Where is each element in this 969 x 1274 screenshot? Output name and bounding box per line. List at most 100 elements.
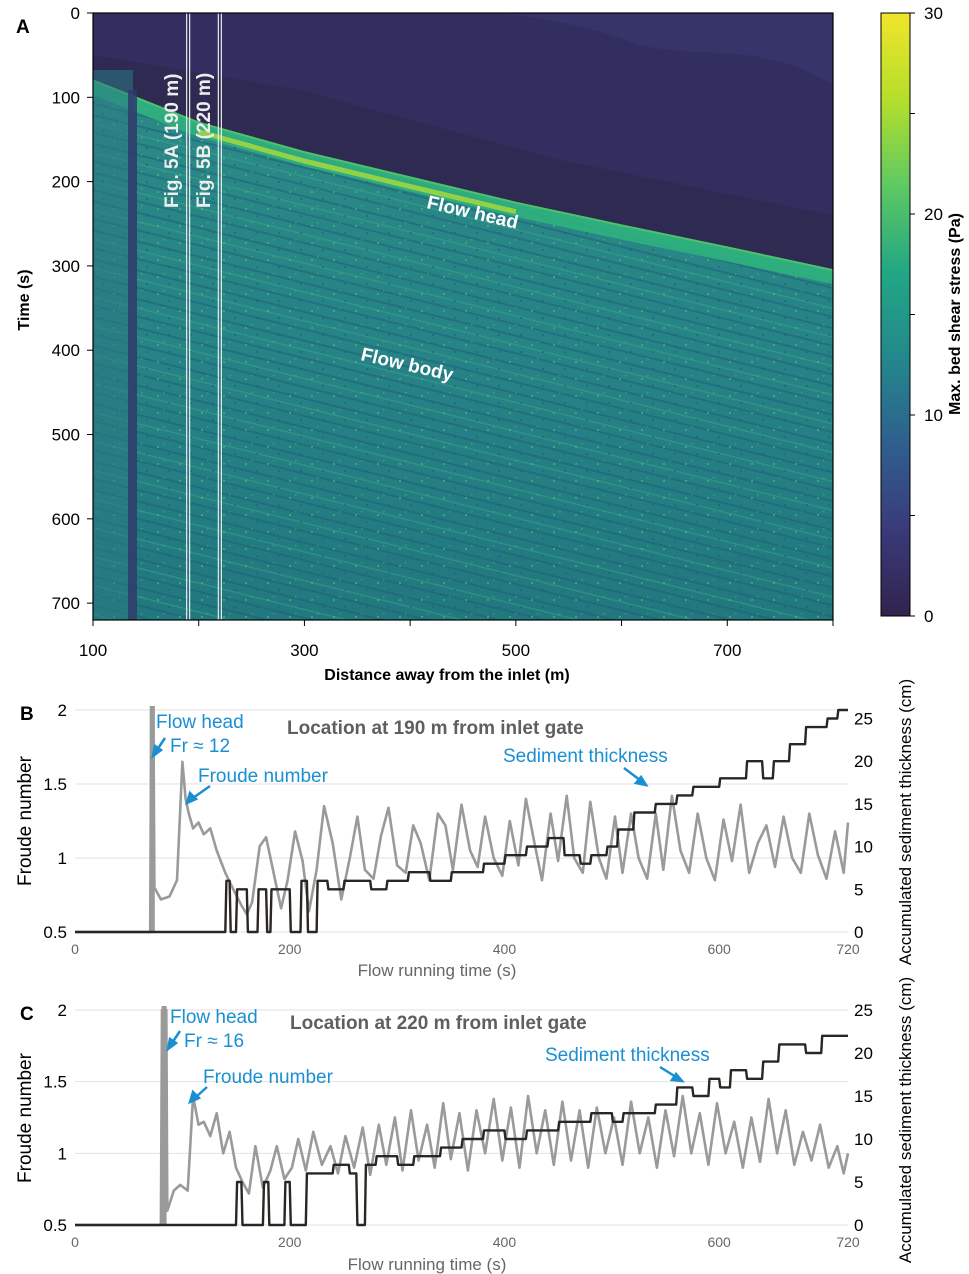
panel-a: A Fig. 5A (190 m) Fig. 5B (220 m) Flow he… bbox=[16, 4, 964, 684]
y-tick-label-a: 500 bbox=[52, 426, 80, 445]
x-tick-label-b: 200 bbox=[278, 941, 302, 957]
x-tick-label-a: 100 bbox=[79, 641, 107, 660]
flow-body-speckle bbox=[93, 80, 833, 620]
annotation-c-fr: Fr ≈ 16 bbox=[184, 1031, 244, 1052]
x-tick-label-b: 0 bbox=[71, 941, 79, 957]
right-tick-label-c: 15 bbox=[854, 1087, 873, 1106]
panel-label-a: A bbox=[16, 17, 30, 38]
panel-b-title: Location at 190 m from inlet gate bbox=[287, 718, 584, 739]
sediment-thickness-line-b bbox=[75, 708, 848, 934]
inlet-dark-column bbox=[128, 90, 137, 620]
right-tick-label-c: 25 bbox=[854, 1001, 873, 1020]
panel-c-title: Location at 220 m from inlet gate bbox=[290, 1013, 587, 1034]
right-tick-label-b: 10 bbox=[854, 838, 873, 857]
colorbar-tick-label: 0 bbox=[924, 607, 933, 626]
y-axis-label-c: Froude number bbox=[15, 1052, 36, 1183]
annotation-b-sediment-thickness: Sediment thickness bbox=[503, 746, 668, 767]
y-tick-label-a: 400 bbox=[52, 341, 80, 360]
froude-number-line-c bbox=[75, 1008, 850, 1227]
flow-head-spike-b bbox=[149, 706, 155, 932]
right-axis-label-c: Accumulated sediment thickness (cm) bbox=[896, 977, 915, 1263]
panel-c-series bbox=[75, 1006, 850, 1227]
colorbar bbox=[880, 12, 911, 617]
colorbar-tick-label: 20 bbox=[924, 205, 943, 224]
x-tick-label-b: 600 bbox=[707, 941, 731, 957]
y-tick-label-a: 100 bbox=[52, 88, 80, 107]
y-tick-label-b: 1 bbox=[58, 849, 67, 868]
froude-number-line-b bbox=[75, 708, 850, 934]
y-tick-label-c: 1.5 bbox=[43, 1073, 67, 1092]
x-axis-label-a: Distance away from the inlet (m) bbox=[324, 667, 569, 684]
x-tick-label-c: 600 bbox=[707, 1234, 731, 1250]
panel-label-c: C bbox=[20, 1004, 34, 1025]
right-tick-label-c: 5 bbox=[854, 1173, 863, 1192]
x-tick-label-a: 300 bbox=[290, 641, 318, 660]
right-tick-label-c: 0 bbox=[854, 1216, 863, 1235]
heatmap-plot: Fig. 5A (190 m) Fig. 5B (220 m) bbox=[93, 13, 833, 620]
right-tick-label-b: 15 bbox=[854, 795, 873, 814]
right-tick-label-b: 20 bbox=[854, 752, 873, 771]
right-axis-label-b: Accumulated sediment thickness (cm) bbox=[896, 679, 915, 965]
y-tick-label-b: 1.5 bbox=[43, 775, 67, 794]
annotation-b-fr: Fr ≈ 12 bbox=[170, 736, 230, 757]
right-tick-label-c: 10 bbox=[854, 1130, 873, 1149]
y-tick-label-b: 2 bbox=[58, 701, 67, 720]
annotation-c-flow-head: Flow head bbox=[170, 1007, 258, 1028]
y-tick-label-a: 200 bbox=[52, 173, 80, 192]
annotation-b-arrows bbox=[151, 737, 649, 806]
sediment-thickness-line-c bbox=[75, 1034, 848, 1227]
x-tick-label-c: 400 bbox=[493, 1234, 517, 1250]
colorbar-gradient bbox=[880, 12, 911, 617]
reference-labels: Fig. 5A (190 m) Fig. 5B (220 m) bbox=[162, 73, 215, 208]
right-tick-label-c: 20 bbox=[854, 1044, 873, 1063]
colorbar-tick-label: 30 bbox=[924, 4, 943, 23]
x-axis-label-c: Flow running time (s) bbox=[348, 1255, 507, 1274]
flow-head-spike-c bbox=[161, 1006, 167, 1225]
panel-b-series bbox=[75, 706, 850, 934]
right-tick-label-b: 0 bbox=[854, 923, 863, 942]
x-tick-label-b: 720 bbox=[836, 941, 860, 957]
annotation-c-sediment-thickness: Sediment thickness bbox=[545, 1045, 710, 1066]
y-axis-label-b: Froude number bbox=[15, 755, 36, 886]
x-axis-label-b: Flow running time (s) bbox=[358, 961, 517, 980]
annotation-c-arrows bbox=[166, 1030, 685, 1105]
reference-label-190: Fig. 5A (190 m) bbox=[162, 74, 183, 208]
annotation-b-froude-number: Froude number bbox=[198, 766, 329, 787]
y-tick-label-a: 300 bbox=[52, 257, 80, 276]
y-tick-label-c: 2 bbox=[58, 1001, 67, 1020]
x-tick-label-c: 720 bbox=[836, 1234, 860, 1250]
annotation-b-flow-head: Flow head bbox=[156, 712, 244, 733]
inlet-stripe-zone bbox=[93, 70, 133, 620]
annotation-c-froude-number: Froude number bbox=[203, 1067, 334, 1088]
faint-wave-zone bbox=[93, 13, 833, 215]
y-tick-label-a: 700 bbox=[52, 594, 80, 613]
flow-head-bright-band bbox=[198, 129, 517, 215]
y-tick-label-b: 0.5 bbox=[43, 923, 67, 942]
heatmap-frame bbox=[92, 12, 834, 621]
x-tick-label-a: 500 bbox=[502, 641, 530, 660]
x-tick-label-b: 400 bbox=[493, 941, 517, 957]
x-tick-label-c: 200 bbox=[278, 1234, 302, 1250]
flow-head-edge bbox=[93, 79, 833, 272]
colorbar-tick-label: 10 bbox=[924, 406, 943, 425]
y-tick-label-c: 0.5 bbox=[43, 1216, 67, 1235]
right-tick-label-b: 25 bbox=[854, 710, 873, 729]
reference-lines bbox=[186, 13, 222, 620]
y-tick-label-c: 1 bbox=[58, 1144, 67, 1163]
x-tick-label-c: 0 bbox=[71, 1234, 79, 1250]
colorbar-label: Max. bed shear stress (Pa) bbox=[947, 213, 964, 415]
colorbar-ticks: 0 10 20 30 bbox=[910, 4, 943, 626]
y-tick-label-a: 600 bbox=[52, 510, 80, 529]
x-tick-label-a: 700 bbox=[713, 641, 741, 660]
reference-label-220: Fig. 5B (220 m) bbox=[194, 73, 215, 208]
y-axis-label-a: Time (s) bbox=[16, 269, 33, 330]
panel-a-axes: 100 300 500 700 0 100 200 300 400 500 600 700 bbox=[52, 4, 834, 660]
y-tick-label-a: 0 bbox=[71, 4, 80, 23]
panel-label-b: B bbox=[20, 704, 34, 725]
right-tick-label-b: 5 bbox=[854, 880, 863, 899]
